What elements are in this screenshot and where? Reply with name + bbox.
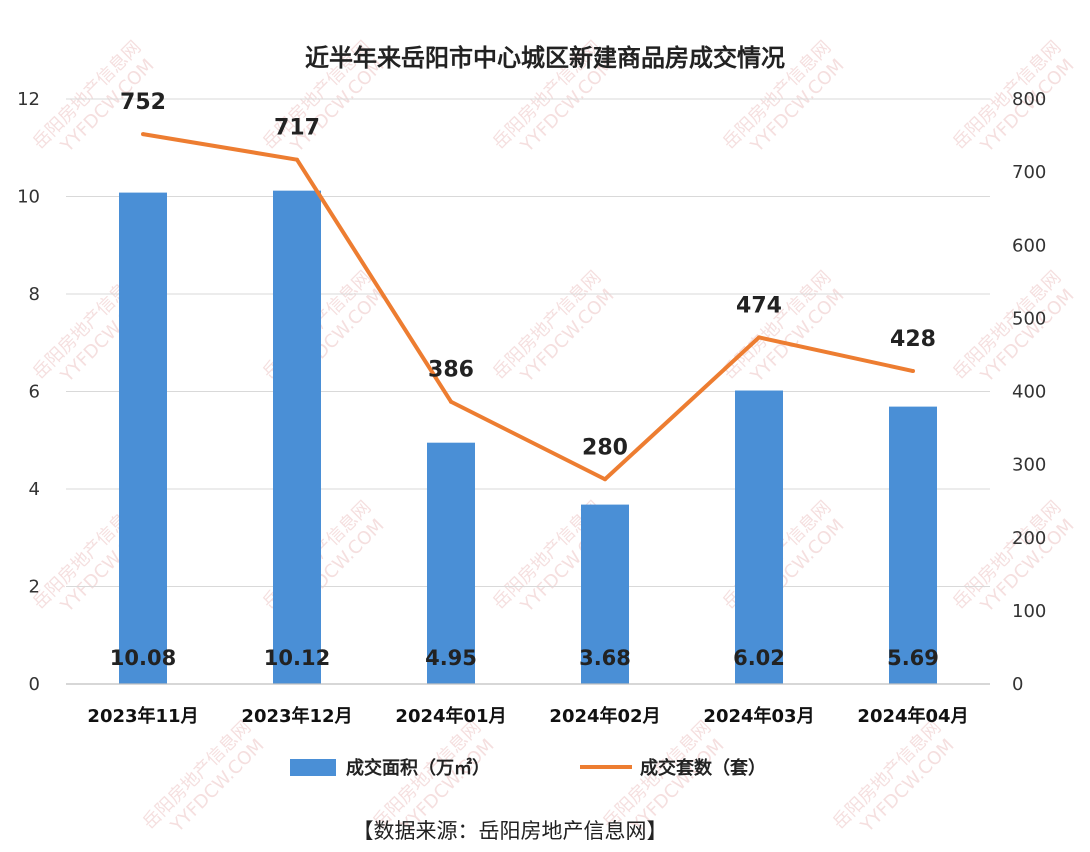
bar: [735, 390, 783, 684]
axes: 0 2 4 6 8 10 12 0 100 200 300 400 500 600 700 800 2023年1…: [17, 89, 1046, 727]
bar-data-label: 10.12: [264, 646, 330, 670]
line-data-label: 386: [428, 358, 474, 383]
y-right-tick-label: 100: [1012, 601, 1046, 622]
y-right-tick-label: 800: [1012, 89, 1046, 110]
y-left-tick-label: 12: [17, 89, 40, 110]
x-tick-label: 2023年11月: [87, 705, 198, 727]
bar-series: [119, 190, 937, 684]
y-left-tick-label: 6: [29, 382, 40, 403]
line-point: [757, 335, 761, 340]
y-left-tick-label: 8: [29, 284, 40, 305]
bar-data-label: 6.02: [733, 646, 785, 670]
line-data-label: 428: [890, 327, 936, 352]
line-point: [603, 477, 607, 482]
data-labels: 10.08 10.12 4.95 3.68 6.02 5.69 752 717 386 280 47…: [110, 90, 939, 670]
legend-label-count: 成交套数（套）: [640, 757, 766, 779]
line-data-label: 280: [582, 435, 628, 460]
bar-data-label: 10.08: [110, 646, 176, 670]
y-right-tick-label: 0: [1012, 674, 1023, 695]
bar-data-label: 3.68: [579, 646, 631, 670]
line-point: [295, 157, 299, 162]
y-right-tick-label: 400: [1012, 382, 1046, 403]
bar: [273, 190, 321, 684]
legend-label-area: 成交面积（万㎡）: [346, 757, 490, 779]
x-tick-label: 2024年02月: [549, 705, 660, 727]
source-note: 【数据来源：岳阳房地产信息网】: [353, 819, 668, 843]
y-right-tick-label: 700: [1012, 162, 1046, 183]
bar: [581, 504, 629, 684]
legend: 成交面积（万㎡） 成交套数（套）: [290, 757, 766, 779]
y-left-tick-label: 2: [29, 577, 40, 598]
y-right-tick-label: 200: [1012, 528, 1046, 549]
x-tick-label: 2024年04月: [857, 705, 968, 727]
line-path: [142, 132, 914, 482]
bar: [427, 442, 475, 684]
line-data-label: 474: [736, 293, 782, 318]
bar-data-label: 4.95: [425, 646, 477, 670]
line-data-label: 752: [120, 90, 166, 115]
line-point: [449, 399, 453, 404]
line-series: [141, 132, 915, 482]
y-right-tick-label: 300: [1012, 455, 1046, 476]
y-left-tick-label: 0: [29, 674, 40, 695]
y-left-tick-label: 10: [17, 187, 40, 208]
x-tick-label: 2023年12月: [241, 705, 352, 727]
y-right-tick-label: 600: [1012, 235, 1046, 256]
y-right-tick-label: 500: [1012, 308, 1046, 329]
line-point: [911, 369, 915, 374]
bar: [889, 406, 937, 684]
legend-swatch-area: [290, 759, 336, 776]
x-tick-label: 2024年03月: [703, 705, 814, 727]
bar: [119, 192, 167, 684]
bar-data-label: 5.69: [887, 646, 939, 670]
x-tick-label: 2024年01月: [395, 705, 506, 727]
line-data-label: 717: [274, 116, 320, 141]
y-left-tick-label: 4: [29, 479, 40, 500]
line-point: [141, 132, 145, 137]
chart-title: 近半年来岳阳市中心城区新建商品房成交情况: [305, 44, 785, 72]
